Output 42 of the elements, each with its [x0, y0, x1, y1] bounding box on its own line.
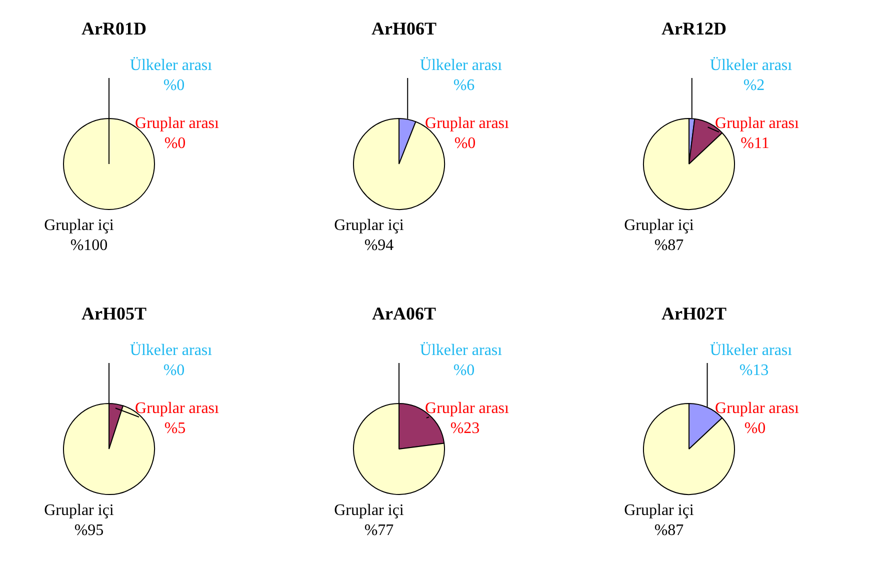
chart-title: ArR12D	[662, 18, 726, 39]
slice-label: Gruplar arası	[425, 400, 510, 418]
slice-label: Gruplar içi	[44, 502, 114, 520]
chart-title: ArR01D	[82, 18, 146, 39]
chart-title: ArA06T	[372, 304, 436, 324]
data-label: %11	[740, 135, 770, 152]
category-label: Gruplar arası	[135, 115, 219, 132]
category-label: Gruplar arası	[715, 400, 799, 418]
chart-title: ArH05T	[82, 304, 146, 324]
text: %0	[453, 362, 475, 380]
slice-label: Ülkeler arası	[420, 57, 503, 74]
data-label: %6	[453, 77, 475, 94]
chart-title: ArH02T	[662, 304, 726, 324]
slice-label: Gruplar arası	[135, 400, 220, 418]
slice-label: Ülkeler arası	[710, 57, 793, 74]
data-label: %23	[450, 420, 480, 438]
data-label: %77	[364, 522, 394, 540]
text: %0	[163, 362, 185, 380]
data-label: %95	[74, 522, 104, 540]
text: %0	[163, 77, 185, 94]
data-label: %5	[164, 420, 186, 438]
data-label: %87	[654, 522, 684, 540]
slice-label: Gruplar içi	[334, 217, 404, 234]
category-label: Ülkeler arası	[130, 57, 212, 74]
slice-label: Gruplar içi	[334, 502, 404, 520]
chart-title: ArH06T	[372, 18, 436, 39]
text: %0	[454, 135, 476, 152]
slice-label: Gruplar içi	[624, 502, 694, 520]
slice-label: Gruplar içi	[624, 217, 694, 234]
data-label: %100	[70, 237, 108, 254]
text: %0	[744, 420, 766, 438]
category-label: Gruplar arası	[425, 115, 509, 132]
text: %0	[164, 135, 186, 152]
data-label: %13	[739, 362, 769, 380]
data-label: %94	[364, 237, 394, 254]
data-label: %87	[654, 237, 684, 254]
category-label: Ülkeler arası	[130, 342, 212, 360]
slice-label: Ülkeler arası	[710, 342, 793, 360]
slice-label: Gruplar arası	[715, 115, 800, 132]
category-label: Ülkeler arası	[420, 342, 502, 360]
data-label: %2	[743, 77, 765, 94]
slice-label: Gruplar içi	[44, 217, 114, 234]
